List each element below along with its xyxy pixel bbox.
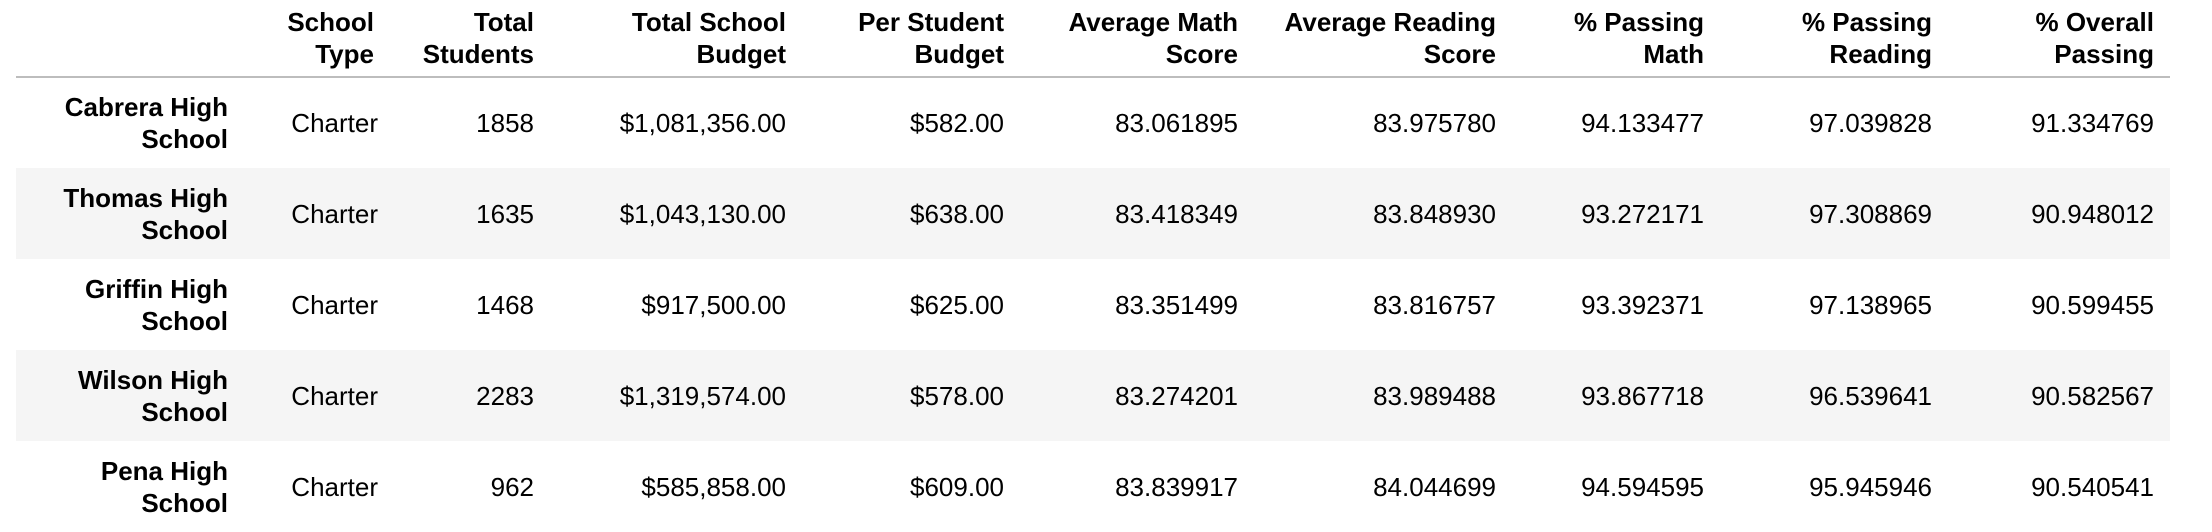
table-header: School Type Total Students Total School Bud… bbox=[16, 0, 2170, 78]
column-header-total-school-budget: Total School Budget bbox=[550, 0, 802, 78]
column-header-per-student-budget: Per Student Budget bbox=[802, 0, 1020, 78]
cell-per-student-budget: $625.00 bbox=[910, 289, 1004, 320]
cell-pct-overall-passing: 90.540541 bbox=[2031, 471, 2154, 502]
cell-total-school-budget: $585,858.00 bbox=[641, 471, 786, 502]
column-header-pct-passing-math: % Passing Math bbox=[1512, 0, 1720, 78]
index-header bbox=[16, 0, 244, 78]
cell-average-reading-score: 83.848930 bbox=[1373, 198, 1496, 229]
cell-pct-overall-passing: 91.334769 bbox=[2031, 108, 2154, 138]
column-header-school-type: School Type bbox=[244, 0, 394, 78]
cell-pct-passing-math: 93.392371 bbox=[1581, 289, 1704, 320]
cell-total-students: 1468 bbox=[476, 289, 534, 320]
column-header-pct-overall-passing: % Overall Passing bbox=[1948, 0, 2170, 78]
cell-total-school-budget: $1,081,356.00 bbox=[619, 108, 786, 138]
table-row: Griffin High School Charter 1468 $917,500… bbox=[16, 259, 2170, 350]
cell-total-students: 962 bbox=[490, 471, 534, 502]
cell-pct-passing-math: 93.272171 bbox=[1581, 198, 1704, 229]
table-body: Cabrera High School Charter 1858 $1,081,3… bbox=[16, 77, 2170, 532]
cell-average-math-score: 83.418349 bbox=[1115, 198, 1238, 229]
cell-total-students: 1635 bbox=[476, 198, 534, 229]
cell-total-students: 1858 bbox=[476, 108, 534, 138]
cell-average-math-score: 83.061895 bbox=[1115, 108, 1238, 138]
cell-school-type: Charter bbox=[291, 198, 378, 229]
row-label-school-name: Pena High School bbox=[100, 455, 228, 518]
cell-average-math-score: 83.274201 bbox=[1115, 380, 1238, 411]
header-row: School Type Total Students Total School Bud… bbox=[16, 0, 2170, 78]
cell-pct-overall-passing: 90.599455 bbox=[2031, 289, 2154, 320]
table-row: Pena High School Charter 962 $585,858.00 … bbox=[16, 441, 2170, 532]
column-header-pct-passing-reading: % Passing Reading bbox=[1720, 0, 1948, 78]
row-label-school-name: Thomas High School bbox=[63, 182, 228, 245]
cell-pct-overall-passing: 90.948012 bbox=[2031, 198, 2154, 229]
cell-per-student-budget: $578.00 bbox=[910, 380, 1004, 411]
cell-average-reading-score: 83.989488 bbox=[1373, 380, 1496, 411]
cell-school-type: Charter bbox=[291, 380, 378, 411]
school-summary-table: School Type Total Students Total School Bud… bbox=[16, 0, 2170, 532]
cell-pct-passing-reading: 97.039828 bbox=[1809, 108, 1932, 138]
column-header-total-students: Total Students bbox=[394, 0, 550, 78]
cell-average-reading-score: 83.816757 bbox=[1373, 289, 1496, 320]
cell-average-math-score: 83.351499 bbox=[1115, 289, 1238, 320]
column-header-average-reading-score: Average Reading Score bbox=[1254, 0, 1512, 78]
cell-average-reading-score: 83.975780 bbox=[1373, 108, 1496, 138]
cell-per-student-budget: $609.00 bbox=[910, 471, 1004, 502]
table-row: Cabrera High School Charter 1858 $1,081,3… bbox=[16, 77, 2170, 168]
cell-school-type: Charter bbox=[291, 471, 378, 502]
cell-school-type: Charter bbox=[291, 108, 378, 138]
cell-per-student-budget: $638.00 bbox=[910, 198, 1004, 229]
row-label-school-name: Griffin High School bbox=[85, 273, 228, 336]
cell-pct-passing-reading: 96.539641 bbox=[1809, 380, 1932, 411]
cell-total-school-budget: $1,319,574.00 bbox=[619, 380, 786, 411]
cell-pct-passing-math: 94.133477 bbox=[1581, 108, 1704, 138]
cell-total-school-budget: $917,500.00 bbox=[641, 289, 786, 320]
cell-average-reading-score: 84.044699 bbox=[1373, 471, 1496, 502]
cell-school-type: Charter bbox=[291, 289, 378, 320]
cell-pct-passing-reading: 95.945946 bbox=[1809, 471, 1932, 502]
cell-average-math-score: 83.839917 bbox=[1115, 471, 1238, 502]
cell-pct-overall-passing: 90.582567 bbox=[2031, 380, 2154, 411]
cell-pct-passing-reading: 97.308869 bbox=[1809, 198, 1932, 229]
table-row: Wilson High School Charter 2283 $1,319,57… bbox=[16, 350, 2170, 441]
cell-per-student-budget: $582.00 bbox=[910, 108, 1004, 138]
cell-total-students: 2283 bbox=[476, 380, 534, 411]
row-label-school-name: Wilson High School bbox=[78, 364, 228, 427]
cell-pct-passing-math: 93.867718 bbox=[1581, 380, 1704, 411]
cell-total-school-budget: $1,043,130.00 bbox=[619, 198, 786, 229]
column-header-average-math-score: Average Math Score bbox=[1020, 0, 1254, 78]
cell-pct-passing-math: 94.594595 bbox=[1581, 471, 1704, 502]
cell-pct-passing-reading: 97.138965 bbox=[1809, 289, 1932, 320]
row-label-school-name: Cabrera High School bbox=[64, 92, 228, 154]
table-row: Thomas High School Charter 1635 $1,043,13… bbox=[16, 168, 2170, 259]
